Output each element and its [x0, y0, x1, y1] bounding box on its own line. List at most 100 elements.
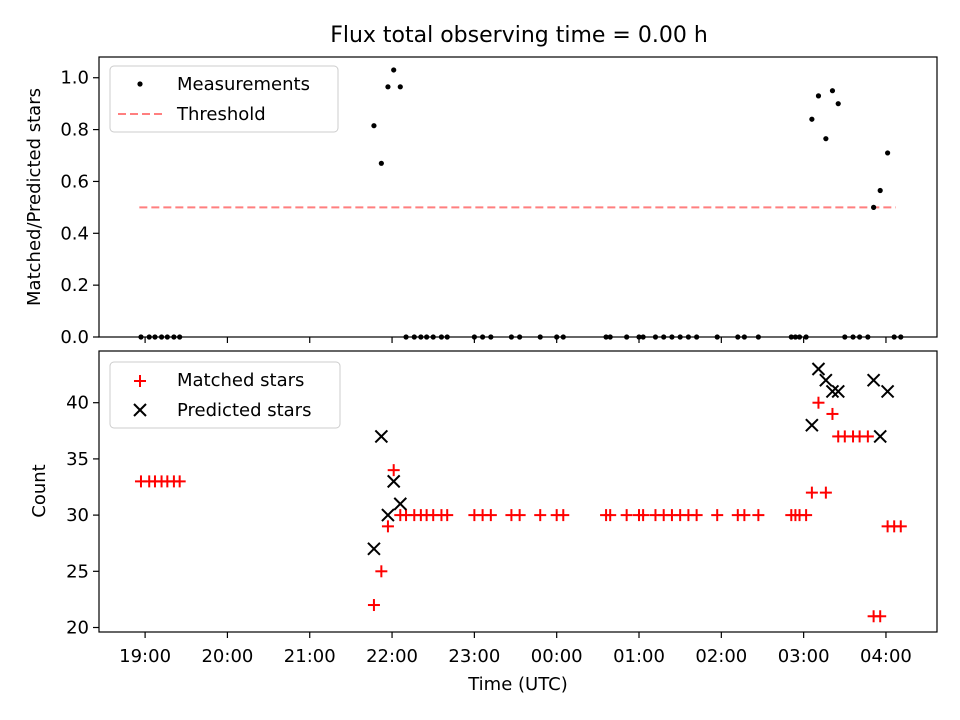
x-tick-label: 03:00	[778, 646, 830, 667]
measurement-point	[788, 334, 794, 340]
measurement-point	[403, 334, 409, 340]
measurement-point	[809, 116, 815, 122]
top-y-tick-label: 0.0	[60, 327, 89, 348]
measurement-point	[517, 334, 523, 340]
predicted-point	[393, 497, 407, 511]
top-y-tick-label: 1.0	[60, 68, 89, 89]
matched-point	[894, 520, 907, 533]
measurement-point	[508, 334, 515, 340]
legend-predicted-marker	[133, 403, 147, 417]
measurement-point	[371, 123, 377, 129]
x-tick-label: 19:00	[119, 646, 171, 667]
measurement-point	[603, 334, 609, 340]
x-tick-label: 20:00	[201, 646, 253, 667]
measurement-point	[537, 334, 543, 340]
measurement-point	[755, 334, 761, 340]
x-tick-label: 01:00	[613, 646, 665, 667]
measurement-point	[823, 136, 829, 142]
predicted-point	[381, 508, 395, 522]
measurement-point	[158, 334, 165, 340]
measurement-point	[607, 334, 613, 340]
measurement-point	[560, 334, 566, 340]
figure-title: Flux total observing time = 0.00 h	[330, 23, 708, 48]
measurement-point	[138, 334, 144, 340]
x-tick-label: 02:00	[695, 646, 747, 667]
bottom-panel: 20 25 30 35 40 19:00 20:00 21:00 22:00 23:00 00:0…	[29, 350, 938, 695]
measurement-point	[438, 334, 445, 340]
measurement-point	[391, 67, 397, 73]
top-legend-box	[109, 65, 339, 133]
bottom-ylabel: Count	[29, 464, 50, 517]
measurement-point	[714, 334, 720, 340]
x-axis-label: Time (UTC)	[467, 674, 568, 695]
legend-measurements-marker	[137, 81, 143, 87]
measurement-point	[177, 334, 183, 340]
x-tick-label: 21:00	[284, 646, 336, 667]
bottom-y-ticks: 20 25 30 35 40	[66, 393, 99, 639]
matched-point	[557, 509, 570, 522]
bottom-x-ticks: 19:00 20:00 21:00 22:00 23:00 00:00 01:00 02:00…	[119, 632, 912, 667]
measurement-point	[815, 93, 822, 99]
measurement-point	[891, 334, 897, 340]
matched-point	[812, 396, 825, 409]
matched-point	[874, 610, 887, 623]
legend-matched-marker	[134, 375, 146, 387]
measurement-point	[640, 334, 646, 340]
measurement-point	[146, 334, 152, 340]
matched-point	[738, 509, 751, 522]
matched-point	[375, 565, 388, 578]
bottom-plot-area	[134, 362, 907, 623]
matched-point	[441, 509, 454, 522]
measurement-point	[480, 334, 486, 340]
bottom-y-tick-label: 20	[66, 618, 89, 639]
top-y-tick-label: 0.4	[60, 223, 89, 244]
predicted-point	[367, 542, 381, 556]
matched-point	[819, 486, 832, 499]
measurement-point	[685, 334, 691, 340]
x-tick-label: 00:00	[531, 646, 583, 667]
measurement-point	[694, 334, 700, 340]
bottom-y-tick-label: 25	[66, 561, 89, 582]
measurement-point	[735, 334, 741, 340]
measurement-point	[652, 334, 659, 340]
bottom-legend-box	[109, 361, 341, 429]
predicted-point	[374, 429, 389, 444]
x-tick-label: 04:00	[860, 646, 912, 667]
bottom-y-tick-label: 35	[66, 449, 89, 470]
bottom-y-tick-label: 30	[66, 505, 89, 526]
measurement-point	[152, 334, 158, 340]
measurement-point	[865, 334, 871, 340]
matched-point	[484, 509, 497, 522]
predicted-point	[880, 384, 895, 399]
top-legend: Measurements Threshold	[109, 65, 339, 133]
measurement-point	[741, 334, 747, 340]
top-x-ticks	[144, 337, 887, 343]
predicted-point	[819, 373, 833, 387]
matched-point	[637, 509, 650, 522]
matched-point	[690, 509, 703, 522]
matched-point	[387, 464, 400, 477]
bottom-legend: Matched stars Predicted stars	[109, 361, 341, 429]
measurement-point	[877, 187, 883, 194]
measurement-point	[898, 334, 904, 340]
matched-point	[752, 509, 765, 522]
measurement-point	[411, 334, 417, 340]
measurement-point	[842, 334, 848, 340]
x-tick-label: 23:00	[448, 646, 500, 667]
measurement-point	[397, 84, 403, 90]
top-ylabel: Matched/Predicted stars	[24, 88, 45, 306]
measurement-point	[850, 334, 856, 340]
measurement-point	[803, 334, 809, 340]
measurement-point	[171, 334, 177, 340]
measurement-point	[471, 334, 477, 340]
measurement-point	[444, 334, 450, 340]
matched-point	[800, 509, 813, 522]
predicted-point	[831, 384, 845, 399]
measurement-point	[385, 84, 391, 90]
top-plot-area	[138, 67, 904, 340]
matched-point	[534, 509, 547, 522]
measurement-point	[677, 334, 683, 340]
matched-point	[805, 486, 818, 499]
measurement-point	[418, 334, 424, 340]
matched-point	[604, 509, 617, 522]
